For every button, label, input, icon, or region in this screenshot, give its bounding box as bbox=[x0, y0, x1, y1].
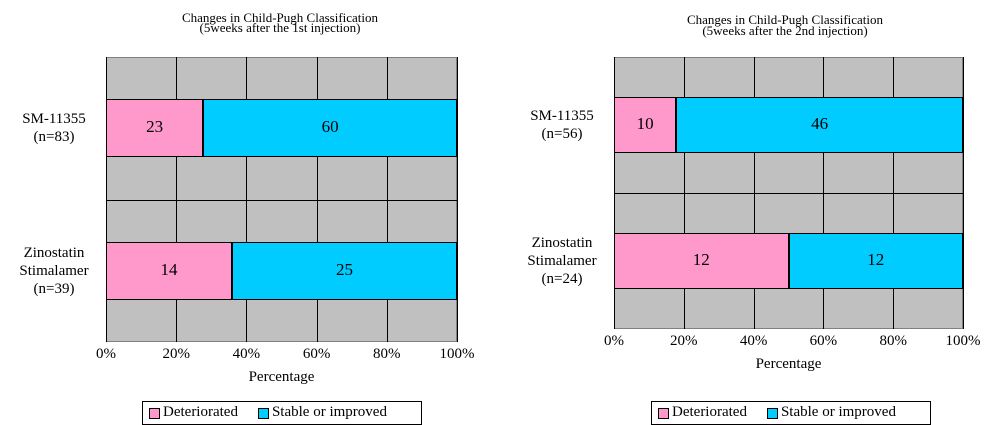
legend-label: Stable or improved bbox=[271, 404, 387, 420]
bar-segment bbox=[106, 99, 204, 158]
data-label: 25 bbox=[336, 259, 353, 279]
x-tick-label: 80% bbox=[373, 346, 401, 362]
data-label: 14 bbox=[160, 259, 178, 279]
legend: Deteriorated Stable or improved bbox=[651, 401, 931, 425]
grid-line bbox=[963, 57, 964, 329]
bar-segment bbox=[614, 97, 677, 153]
x-tick-label: 40% bbox=[739, 333, 768, 349]
bar-segment bbox=[106, 241, 232, 300]
grid-line bbox=[176, 57, 178, 342]
grid-line bbox=[386, 57, 388, 342]
legend-label: Deteriorated bbox=[672, 404, 747, 420]
y-tick-label: Zinostatin Stimalamer (n=39) bbox=[19, 244, 89, 297]
grid-line bbox=[316, 57, 318, 342]
chart-subtitle: (5weeks after the 2nd injection) bbox=[702, 23, 868, 38]
bar-segment bbox=[614, 233, 789, 289]
legend-label: Deteriorated bbox=[163, 404, 238, 420]
legend-swatch bbox=[149, 408, 160, 419]
grid-line bbox=[683, 57, 685, 329]
grid-line bbox=[823, 57, 825, 329]
bar-segment bbox=[676, 97, 963, 153]
x-tick-label: 0% bbox=[604, 333, 624, 349]
bar-segment bbox=[232, 241, 457, 300]
bar-segment bbox=[788, 233, 963, 289]
legend-swatch bbox=[766, 408, 778, 419]
data-label: 23 bbox=[146, 117, 164, 137]
bar-segment bbox=[203, 99, 457, 158]
y-tick-label: Zinostatin Stimalamer (n=24) bbox=[527, 235, 597, 287]
y-tick-label: SM-11355 (n=56) bbox=[530, 108, 594, 142]
x-axis-label: Percentage bbox=[248, 369, 315, 385]
x-axis-label: Percentage bbox=[755, 356, 822, 372]
data-label: 46 bbox=[811, 114, 829, 133]
data-label: 12 bbox=[692, 250, 710, 269]
legend: Deteriorated Stable or improved bbox=[142, 401, 422, 425]
grid-line bbox=[106, 57, 107, 342]
legend-swatch bbox=[658, 408, 669, 419]
grid-line bbox=[893, 57, 895, 329]
data-label: 10 bbox=[636, 114, 654, 133]
grid-line bbox=[614, 57, 615, 329]
data-label: 12 bbox=[867, 250, 885, 269]
x-tick-label: 20% bbox=[670, 333, 698, 349]
band-line bbox=[106, 199, 457, 201]
grid-line bbox=[457, 57, 458, 342]
legend-swatch bbox=[257, 408, 269, 419]
y-tick-label: SM-11355 (n=83) bbox=[22, 111, 86, 146]
grid-line bbox=[246, 57, 248, 342]
chart-subtitle: (5weeks after the 1st injection) bbox=[199, 20, 361, 35]
x-tick-label: 60% bbox=[302, 346, 331, 362]
x-tick-label: 20% bbox=[162, 346, 190, 362]
grid-line bbox=[753, 57, 755, 329]
legend-label: Stable or improved bbox=[780, 404, 896, 420]
x-tick-label: 0% bbox=[96, 346, 116, 362]
data-label: 60 bbox=[321, 117, 339, 137]
band-line bbox=[614, 193, 963, 194]
chart-title: Changes in Child-Pugh Classification bbox=[686, 12, 884, 27]
chart-title: Changes in Child-Pugh Classification bbox=[181, 10, 379, 25]
x-tick-label: 100% bbox=[945, 333, 981, 349]
x-tick-label: 80% bbox=[879, 333, 907, 349]
x-tick-label: 60% bbox=[809, 333, 838, 349]
x-tick-label: 40% bbox=[232, 346, 261, 362]
x-tick-label: 100% bbox=[439, 346, 475, 362]
